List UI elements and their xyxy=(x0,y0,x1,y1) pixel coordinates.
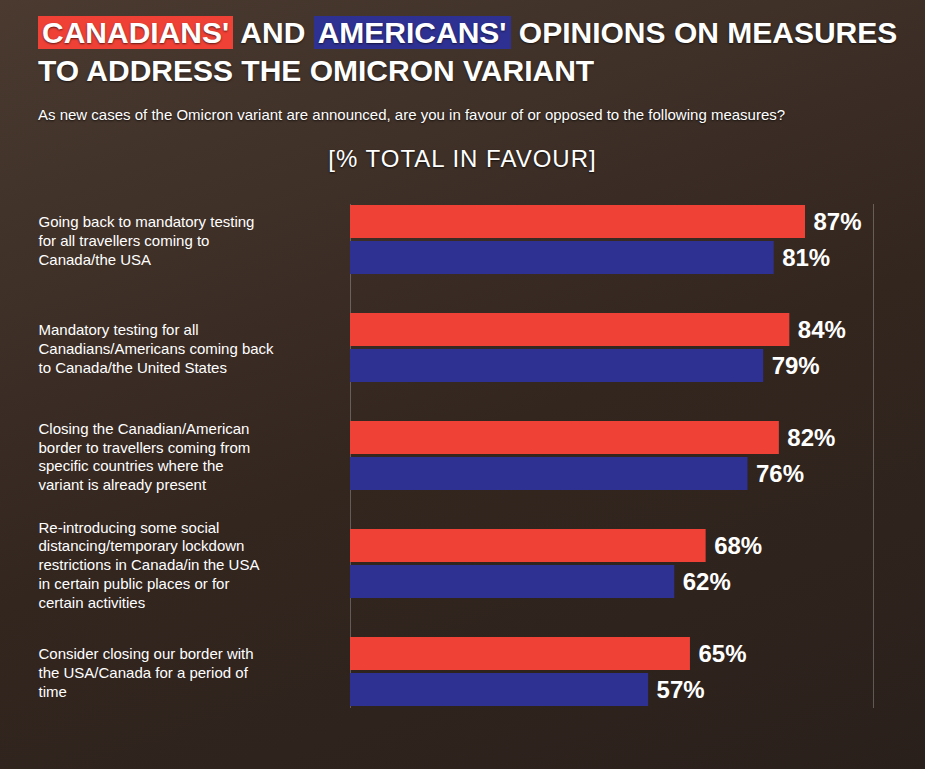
html-text:As new cases of the Omicron va: As new cases of the Omicron variant are … xyxy=(38,106,786,123)
svg-text:Mandatory testing for allCanad: Mandatory testing for allCanadians/Ameri… xyxy=(39,321,275,376)
svg-text:76%: 76% xyxy=(756,460,804,487)
svg-text:81%: 81% xyxy=(782,244,830,271)
svg-text:Consider closing our border wi: Consider closing our border withthe USA/… xyxy=(39,645,254,700)
svg-text:62%: 62% xyxy=(683,568,731,595)
svg-text:Closing the Canadian/Americanb: Closing the Canadian/Americanborder to t… xyxy=(39,420,251,493)
svg-text:Going back to mandatory testin: Going back to mandatory testingfor all t… xyxy=(39,213,255,268)
svg-text:84%: 84% xyxy=(798,316,846,343)
svg-text:87%: 87% xyxy=(814,208,862,235)
svg-text:68%: 68% xyxy=(714,532,762,559)
html-text:[% TOTAL IN FAVOUR]: [% TOTAL IN FAVOUR] xyxy=(328,145,597,172)
html-text:CANADIANS' AND AMERICANS' OPIN: CANADIANS' AND AMERICANS' OPINIONS ON ME… xyxy=(38,16,898,87)
svg-text:Re-introducing some socialdist: Re-introducing some socialdistancing/tem… xyxy=(39,519,260,611)
svg-text:65%: 65% xyxy=(698,640,746,667)
svg-text:57%: 57% xyxy=(657,676,705,703)
svg-text:82%: 82% xyxy=(787,424,835,451)
svg-text:79%: 79% xyxy=(772,352,820,379)
